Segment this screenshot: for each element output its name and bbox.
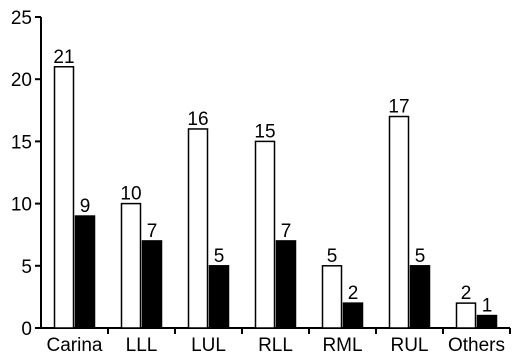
chart-labels: Carina219LLL107LUL165RLL157RML52RUL175Ot… — [47, 47, 506, 355]
x-tick-label: RLL — [258, 335, 293, 355]
y-tick-label: 0 — [21, 319, 32, 340]
data-label: 7 — [147, 221, 158, 242]
y-tick-label: 25 — [11, 8, 32, 29]
bar-black-lul — [208, 265, 230, 329]
bar-white-lul — [187, 128, 209, 329]
bar-black-rul — [409, 265, 431, 329]
x-tick-label: Others — [448, 335, 505, 355]
data-label: 2 — [461, 283, 472, 304]
bar-white-lll — [120, 202, 142, 329]
data-label: 2 — [348, 283, 359, 304]
x-tick-label: LUL — [191, 335, 226, 355]
y-tick-label: 20 — [11, 70, 32, 91]
data-label: 17 — [388, 97, 409, 118]
bar-black-rll — [275, 240, 297, 329]
x-tick-label: RUL — [390, 335, 428, 355]
bar-white-others — [455, 302, 477, 329]
bar-black-others — [476, 314, 498, 329]
data-label: 5 — [214, 246, 225, 267]
bar-white-carina — [53, 66, 75, 329]
bar-white-rll — [254, 140, 276, 329]
bar-white-rul — [388, 115, 410, 329]
chart-bars — [53, 66, 498, 329]
bar-black-carina — [74, 215, 96, 329]
x-tick-label: LLL — [126, 335, 158, 355]
data-label: 10 — [120, 184, 141, 205]
data-label: 1 — [482, 296, 493, 317]
bar-black-lll — [141, 240, 163, 329]
data-label: 9 — [80, 196, 91, 217]
bar-white-rml — [321, 265, 343, 329]
data-label: 15 — [254, 121, 275, 142]
data-label: 5 — [327, 246, 338, 267]
data-label: 16 — [187, 109, 208, 130]
data-label: 5 — [415, 246, 426, 267]
bar-black-rml — [342, 302, 364, 329]
data-label: 7 — [281, 221, 292, 242]
y-tick-label: 15 — [11, 132, 32, 153]
y-tick-label: 5 — [21, 257, 32, 278]
y-tick-label: 10 — [11, 195, 32, 216]
data-label: 21 — [53, 47, 74, 68]
x-tick-label: Carina — [47, 335, 103, 355]
x-tick-label: RML — [322, 335, 362, 355]
